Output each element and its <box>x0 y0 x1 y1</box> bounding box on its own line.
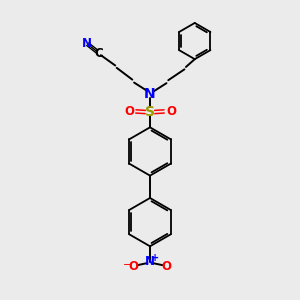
Text: +: + <box>151 253 159 263</box>
Text: S: S <box>145 105 155 119</box>
Text: N: N <box>82 37 92 50</box>
Text: O: O <box>162 260 172 273</box>
Text: N: N <box>145 255 155 268</box>
Text: −: − <box>123 260 133 269</box>
Text: C: C <box>95 46 103 60</box>
Text: O: O <box>166 105 176 118</box>
Text: N: N <box>144 87 156 101</box>
Text: O: O <box>124 105 134 118</box>
Text: O: O <box>128 260 138 273</box>
